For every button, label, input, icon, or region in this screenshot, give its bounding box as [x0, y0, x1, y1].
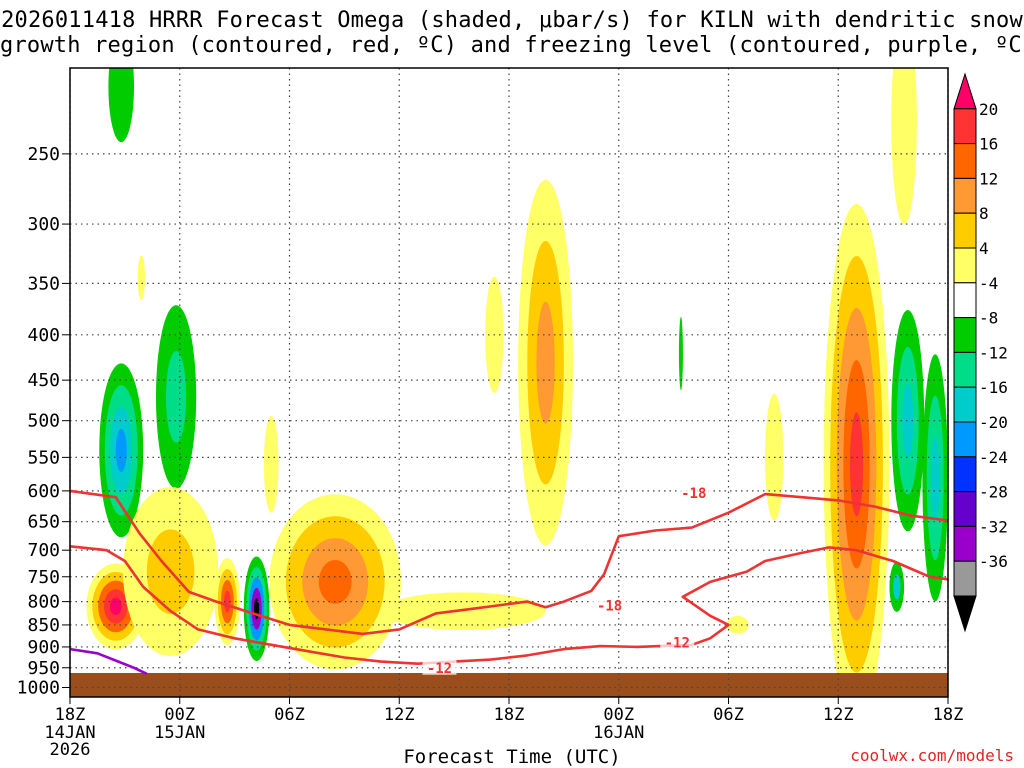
x-tick-label-1: 00Z	[164, 705, 195, 725]
colorbar-seg-11	[953, 456, 977, 493]
contour-label-bg-2	[660, 634, 695, 650]
y-tick-label-250: 250	[27, 144, 60, 165]
x-axis-label: Forecast Time (UTC)	[403, 746, 621, 768]
colorbar-seg-3	[953, 177, 977, 214]
y-tick-label-350: 350	[27, 273, 60, 294]
omega-region-2-band-4	[109, 597, 122, 615]
y-tick-label-950: 950	[27, 658, 60, 679]
y-tick-label-850: 850	[27, 615, 60, 636]
colorbar-label-7: -12	[979, 343, 1008, 362]
contour-1	[70, 545, 948, 665]
colorbar-seg-0	[953, 72, 977, 110]
colorbar-seg-15	[953, 595, 977, 633]
contour-label-0: -18	[681, 486, 706, 502]
contour-label-bg-1	[592, 597, 627, 613]
x-year-label-0: 2026	[50, 740, 91, 760]
contour-0	[70, 489, 948, 636]
omega-region-17-band-2	[902, 383, 914, 458]
omega-region-9-band-0	[263, 415, 279, 513]
colorbar-label-3: 8	[979, 204, 989, 223]
colorbar-label-11: -28	[979, 483, 1008, 502]
x-tick-label-7: 12Z	[823, 705, 854, 725]
omega-region-1-band-3	[115, 428, 127, 473]
contour-lines: -18 -18 -12 -12	[70, 484, 948, 677]
colorbar-seg-7	[953, 317, 977, 353]
x-date-label-0: 14JAN	[44, 723, 95, 743]
colorbar-seg-8	[953, 351, 977, 388]
y-tick-label-900: 900	[27, 637, 60, 658]
contour-2	[70, 647, 148, 675]
colorbar-seg-10	[953, 421, 977, 458]
colorbar-label-6: -8	[979, 309, 998, 328]
x-tick-label-6: 06Z	[713, 705, 744, 725]
contour-label-2: -12	[665, 636, 690, 652]
credit-link[interactable]: coolwx.com/models	[850, 746, 1014, 765]
omega-shading	[86, 68, 948, 697]
colorbar-label-0: 20	[979, 100, 998, 119]
colorbar-label-5: -4	[979, 274, 998, 293]
colorbar-label-13: -36	[979, 552, 1008, 571]
colorbar-seg-6	[953, 282, 977, 319]
y-tick-label-750: 750	[27, 567, 60, 588]
colorbar-seg-2	[953, 143, 977, 179]
colorbar-label-10: -24	[979, 448, 1008, 467]
colorbar-seg-14	[953, 560, 977, 597]
colorbar-seg-1	[953, 108, 977, 145]
x-date-label-1: 15JAN	[154, 723, 205, 743]
colorbar-seg-12	[953, 491, 977, 527]
y-tick-label-600: 600	[27, 481, 60, 502]
omega-region-14-band-0	[726, 615, 749, 634]
omega-region-18-band-2	[930, 436, 940, 519]
contour-label-3: -12	[427, 661, 452, 677]
colorbar-label-12: -32	[979, 517, 1008, 536]
omega-region-12-band-2	[536, 301, 555, 424]
y-tick-label-500: 500	[27, 411, 60, 432]
y-tick-label-550: 550	[27, 447, 60, 468]
colorbar-label-8: -16	[979, 378, 1008, 397]
y-tick-label-700: 700	[27, 540, 60, 561]
x-tick-label-3: 12Z	[384, 705, 415, 725]
omega-region-20-band-0	[891, 68, 917, 225]
x-tick-label-2: 06Z	[274, 705, 305, 725]
omega-region-6-band-3	[224, 590, 231, 613]
colorbar-seg-9	[953, 386, 977, 423]
colorbar-seg-5	[953, 247, 977, 284]
x-tick-label-4: 18Z	[494, 705, 525, 725]
omega-region-13-band-0	[678, 316, 683, 391]
omega-region-8-band-3	[318, 559, 352, 604]
x-date-label-5: 16JAN	[593, 723, 644, 743]
chart-title-line-1: 2026011418 HRRR Forecast Omega (shaded, …	[1, 8, 1023, 33]
y-tick-label-800: 800	[27, 592, 60, 613]
colorbar-label-1: 16	[979, 135, 998, 154]
colorbar: 20 16 12 8 4 -4 -8 -12 -16 -20 -24 -28 -32 -36	[953, 72, 1008, 633]
contour-label-1: -18	[597, 598, 622, 614]
x-tick-label-5: 00Z	[603, 705, 634, 725]
x-tick-label-8: 18Z	[933, 705, 964, 725]
omega-region-16-band-4	[849, 412, 864, 517]
omega-region-0-band-0	[108, 68, 135, 143]
colorbar-label-9: -20	[979, 413, 1008, 432]
y-tick-label-650: 650	[27, 512, 60, 533]
colorbar-seg-4	[953, 212, 977, 249]
x-tick-label-0: 18Z	[55, 705, 86, 725]
y-tick-label-400: 400	[27, 325, 60, 346]
colorbar-label-2: 12	[979, 169, 998, 188]
y-tick-label-450: 450	[27, 370, 60, 391]
contour-label-bg-0	[676, 484, 711, 500]
colorbar-label-4: 4	[979, 239, 989, 258]
chart-title-line-2: growth region (contoured, red, ºC) and f…	[0, 33, 1024, 58]
y-tick-label-1000: 1000	[17, 677, 60, 698]
y-tick-label-300: 300	[27, 214, 60, 235]
contour-label-bg-3	[422, 659, 457, 675]
omega-region-3-band-1	[166, 350, 187, 443]
omega-region-19-band-1	[893, 574, 901, 600]
omega-region-4-band-0	[137, 255, 145, 301]
colorbar-seg-13	[953, 525, 977, 562]
